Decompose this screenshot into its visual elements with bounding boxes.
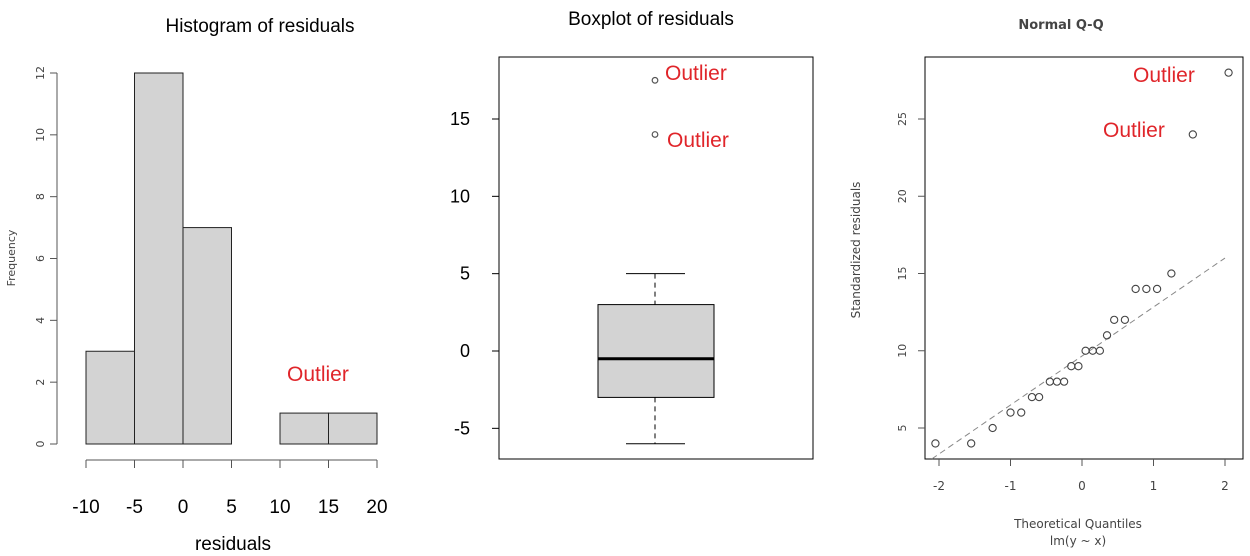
boxplot-body [597,76,715,445]
histogram-x-tick-label: 0 [178,497,189,518]
qq-x-tick-label: 1 [1150,479,1158,493]
histogram-x-tick-label: 15 [318,497,339,518]
qq-reference-line [931,257,1226,460]
boxplot-outlier-label-1: Outlier [665,62,727,85]
boxplot-y-tick-label: 5 [460,264,470,284]
qq-point [1120,315,1130,324]
qq-point [1131,284,1140,294]
qq-y-axis: 5 10 15 20 25 [896,112,925,432]
qq-x-label: Theoretical Quantiles [1013,517,1142,531]
qq-point [1006,408,1015,417]
qq-y-tick-label: 15 [896,267,909,281]
qq-y-tick-label: 5 [896,425,909,432]
qq-title: Normal Q-Q [1018,18,1103,33]
qq-x-axis: -2 -1 0 1 2 [933,459,1229,493]
histogram-x-tick-label: 5 [226,497,237,518]
qq-point [967,439,976,448]
histogram-outlier-label: Outlier [287,363,349,386]
boxplot-outlier-point [651,131,659,138]
histogram-y-tick-label: 10 [34,128,47,142]
boxplot-title: Boxplot of residuals [568,9,734,30]
histogram-x-label: residuals [195,534,271,555]
boxplot-outlier-label-2: Outlier [667,129,729,152]
qq-point [1027,392,1037,402]
qq-point [1095,346,1105,355]
histogram-y-tick-label: 6 [34,255,47,262]
histogram-y-tick-label: 0 [34,441,47,448]
qq-point [1052,377,1062,386]
qq-point [1142,284,1151,294]
histogram-x-axis: -10 -5 0 5 10 15 20 [72,459,388,518]
qq-point [1074,362,1083,371]
qq-point [1034,392,1044,402]
histogram-panel: Histogram of residuals 0 2 4 6 8 10 12 Frequen… [5,16,388,555]
qq-x-tick-label: 0 [1078,479,1086,493]
qq-point [1110,315,1119,324]
histogram-y-tick-label: 2 [34,379,47,386]
histogram-x-tick-label: 20 [366,497,387,518]
qq-point [1188,130,1197,139]
qq-y-label: Standardized residuals [849,182,863,319]
qq-point [1102,331,1112,340]
qq-point [1224,68,1233,77]
qq-point [1081,346,1090,355]
boxplot-y-tick-label: 10 [450,186,470,206]
qq-x-tick-label: -2 [933,479,945,493]
boxplot-panel: Boxplot of residuals -5 0 5 10 15 Outlier Ou… [450,9,814,460]
histogram-bar [182,227,232,445]
histogram-x-tick-label: -10 [72,497,99,518]
qq-y-tick-label: 20 [896,189,909,203]
histogram-y-tick-label: 8 [34,193,47,200]
qq-point [1045,377,1054,386]
histogram-y-label: Frequency [5,229,18,286]
histogram-title: Histogram of residuals [165,16,354,37]
histogram-bar [85,350,135,445]
boxplot-y-tick-label: 15 [450,109,470,129]
qq-y-tick-label: 10 [896,344,909,358]
histogram-y-tick-label: 4 [34,317,47,324]
boxplot-y-tick-label: 0 [460,341,470,361]
histogram-y-tick-label: 12 [34,66,47,80]
qq-x-tick-label: 2 [1221,479,1229,493]
histogram-bar [279,412,329,445]
qq-point [1067,362,1076,371]
qq-frame [924,56,1244,460]
boxplot-outlier-point [651,76,659,84]
boxplot-box [597,304,715,398]
qq-point [931,439,940,448]
qq-point [1017,408,1026,417]
qq-y-tick-label: 25 [896,112,909,126]
qq-outlier-label-2: Outlier [1103,119,1165,142]
qq-point [1152,284,1162,294]
histogram-x-tick-label: -5 [126,497,143,518]
qq-outlier-label-1: Outlier [1133,64,1195,87]
histogram-x-tick-label: 10 [269,497,290,518]
qq-point [1059,377,1069,386]
histogram-bar [328,412,378,445]
qq-x-tick-label: -1 [1005,479,1017,493]
qq-points [931,68,1233,448]
histogram-bar [134,72,184,445]
qq-panel: Normal Q-Q 5 10 15 20 25 -2 -1 0 1 2 Standardize… [849,18,1244,548]
qq-x-sublabel: lm(y ~ x) [1050,534,1106,548]
qq-point [1167,269,1176,278]
qq-point [988,423,997,433]
boxplot-frame [498,56,814,460]
boxplot-y-axis: -5 0 5 10 15 [450,109,499,438]
boxplot-y-tick-label: -5 [454,418,470,438]
histogram-y-axis: 0 2 4 6 8 10 12 [34,66,58,448]
histogram-bars [85,72,378,445]
